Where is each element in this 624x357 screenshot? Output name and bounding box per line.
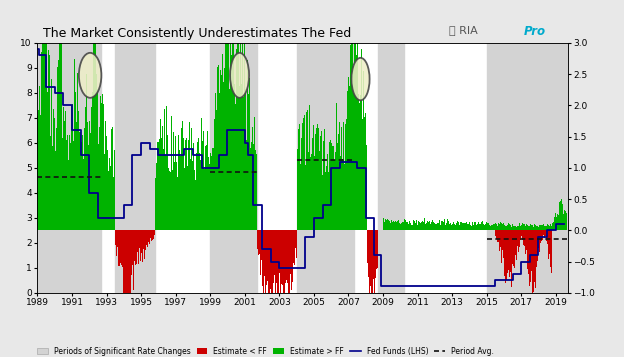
- Bar: [37, 43, 101, 293]
- Ellipse shape: [79, 53, 101, 98]
- Bar: [115, 43, 155, 293]
- Bar: [487, 43, 568, 293]
- Ellipse shape: [351, 58, 369, 100]
- Legend: Periods of Significant Rate Changes, Estimate < FF, Estimate > FF, Fed Funds (LH: Periods of Significant Rate Changes, Est…: [34, 344, 497, 357]
- Text: ⧁ RIA: ⧁ RIA: [449, 25, 482, 35]
- Text: Pro: Pro: [524, 25, 546, 38]
- Bar: [296, 43, 354, 293]
- Bar: [210, 43, 257, 293]
- Ellipse shape: [230, 53, 249, 98]
- Text: The Market Consistently Underestimates The Fed: The Market Consistently Underestimates T…: [42, 27, 351, 40]
- Bar: [378, 43, 404, 293]
